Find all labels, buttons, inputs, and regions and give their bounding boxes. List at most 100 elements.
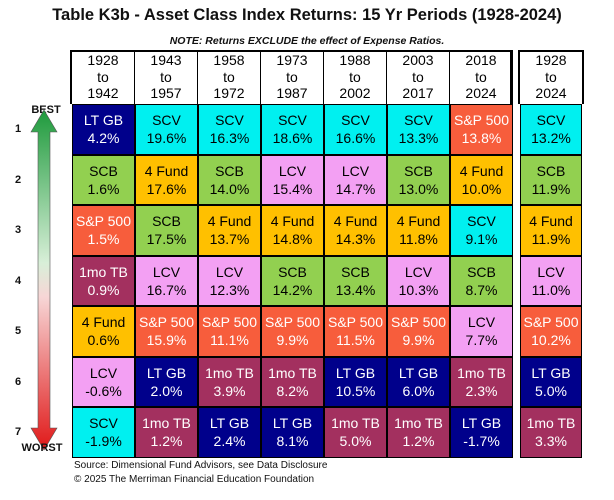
return-cell: 1mo TB 3.9% [198, 356, 261, 407]
asset-class-label: SCV [404, 112, 433, 129]
copyright-note: © 2025 The Merriman Financial Education … [74, 474, 315, 485]
rank-number-4: 4 [14, 274, 22, 287]
asset-class-label: 1mo TB [79, 263, 128, 280]
asset-class-label: LT GB [531, 364, 571, 381]
asset-class-label: LCV [404, 263, 433, 280]
return-cell: 1mo TB 0.9% [72, 255, 135, 306]
column-header-4: 1988 to 2002 [324, 50, 387, 104]
asset-class-label: 4 Fund [144, 162, 189, 179]
asset-class-label: 1mo TB [205, 364, 254, 381]
return-value: 9.1% [465, 231, 498, 248]
return-value: 14.8% [272, 231, 313, 248]
asset-class-label: SCB [341, 263, 370, 280]
return-cell: 1mo TB 3.3% [520, 407, 582, 458]
column-header-line: 1973 [276, 52, 308, 69]
return-value: 16.6% [335, 130, 376, 147]
return-value: 11.9% [531, 180, 571, 197]
column-header-1: 1943 to 1957 [135, 50, 198, 104]
asset-class-label: 1mo TB [142, 415, 191, 432]
asset-class-label: LT GB [461, 415, 502, 432]
return-cell: SCB 14.0% [198, 154, 261, 205]
return-cell: 1mo TB 8.2% [261, 356, 324, 407]
best-label: BEST [31, 104, 61, 116]
asset-class-label: 4 Fund [270, 213, 315, 230]
return-cell: S&P 500 9.9% [387, 306, 450, 357]
return-value: 1.5% [87, 231, 120, 248]
return-value: 11.0% [531, 281, 571, 298]
return-value: 5.0% [339, 433, 372, 450]
return-cell: SCV 9.1% [450, 205, 513, 256]
return-cell: SCB 11.9% [520, 154, 582, 205]
return-value: 16.7% [146, 281, 187, 298]
return-cell: S&P 500 15.9% [135, 306, 198, 357]
asset-class-label: S&P 500 [523, 314, 579, 331]
return-value: 0.6% [87, 332, 120, 349]
return-cell: LCV 10.3% [387, 255, 450, 306]
return-value: 3.9% [213, 382, 246, 399]
asset-class-label: SCV [536, 112, 566, 129]
asset-class-label: LCV [537, 263, 565, 280]
return-value: 15.4% [272, 180, 313, 197]
column-header-line: to [223, 68, 235, 85]
source-note: Source: Dimensional Fund Advisors, see D… [74, 460, 328, 471]
asset-class-label: 1mo TB [268, 364, 317, 381]
asset-class-label: SCV [341, 112, 370, 129]
return-cell: SCV -1.9% [72, 407, 135, 458]
return-cell: LT GB 5.0% [520, 356, 582, 407]
return-cell: LT GB 2.0% [135, 356, 198, 407]
asset-class-label: SCB [215, 162, 244, 179]
column-header-line: 1943 [150, 52, 182, 69]
column-header-line: to [349, 68, 361, 85]
column-header-line: to [545, 68, 557, 85]
rank-number-7: 7 [14, 426, 22, 438]
asset-class-label: 4 Fund [207, 213, 252, 230]
return-value: 2.0% [150, 382, 183, 399]
return-cell: LT GB 8.1% [261, 407, 324, 458]
asset-class-label: 4 Fund [459, 162, 504, 179]
column-header-line: 1987 [276, 85, 308, 102]
asset-class-label: 1mo TB [394, 415, 443, 432]
return-cell: 1mo TB 1.2% [135, 407, 198, 458]
return-cell: S&P 500 11.5% [324, 306, 387, 357]
return-cell: LT GB 2.4% [198, 407, 261, 458]
return-value: 12.3% [209, 281, 250, 298]
return-cell: 1mo TB 2.3% [450, 356, 513, 407]
asset-class-label: 1mo TB [526, 415, 576, 432]
asset-class-label: SCB [467, 263, 496, 280]
asset-class-label: SCB [404, 162, 433, 179]
return-cell: SCB 17.5% [135, 205, 198, 256]
return-cell: SCV 16.6% [324, 104, 387, 155]
return-cell: 1mo TB 1.2% [387, 407, 450, 458]
rank-number-3: 3 [14, 224, 22, 236]
column-header-line: to [475, 68, 487, 85]
return-value: 1.6% [87, 180, 120, 197]
best-worst-arrow-icon [30, 109, 58, 451]
column-header-line: 2024 [465, 85, 497, 102]
column-header-2: 1958 to 1972 [198, 50, 261, 104]
return-cell: LT GB -1.7% [450, 407, 513, 458]
column-header-3: 1973 to 1987 [261, 50, 324, 104]
column-header-line: 1958 [213, 52, 245, 69]
asset-class-label: SCB [536, 162, 566, 179]
column-header-line: to [286, 68, 298, 85]
return-cell: S&P 500 11.1% [198, 306, 261, 357]
asset-class-label: LT GB [398, 364, 439, 381]
return-value: 15.9% [146, 332, 187, 349]
return-value: 1.2% [402, 433, 435, 450]
return-cell: S&P 500 13.8% [450, 104, 513, 155]
return-cell: 4 Fund 10.0% [450, 154, 513, 205]
return-cell: SCV 19.6% [135, 104, 198, 155]
return-value: 11.1% [210, 332, 249, 349]
return-cell: S&P 500 1.5% [72, 205, 135, 256]
return-value: 17.6% [146, 180, 187, 197]
asset-class-label: S&P 500 [453, 112, 509, 129]
return-value: 3.3% [535, 433, 567, 450]
asset-class-label: 4 Fund [529, 213, 573, 230]
worst-label: WORST [21, 442, 63, 454]
asset-class-label: LT GB [83, 112, 124, 129]
column-header-line: 1988 [339, 52, 371, 69]
asset-class-label: LCV [467, 314, 496, 331]
return-value: 14.2% [272, 281, 313, 298]
return-cell: LCV 11.0% [520, 255, 582, 306]
asset-class-label: LCV [152, 263, 181, 280]
